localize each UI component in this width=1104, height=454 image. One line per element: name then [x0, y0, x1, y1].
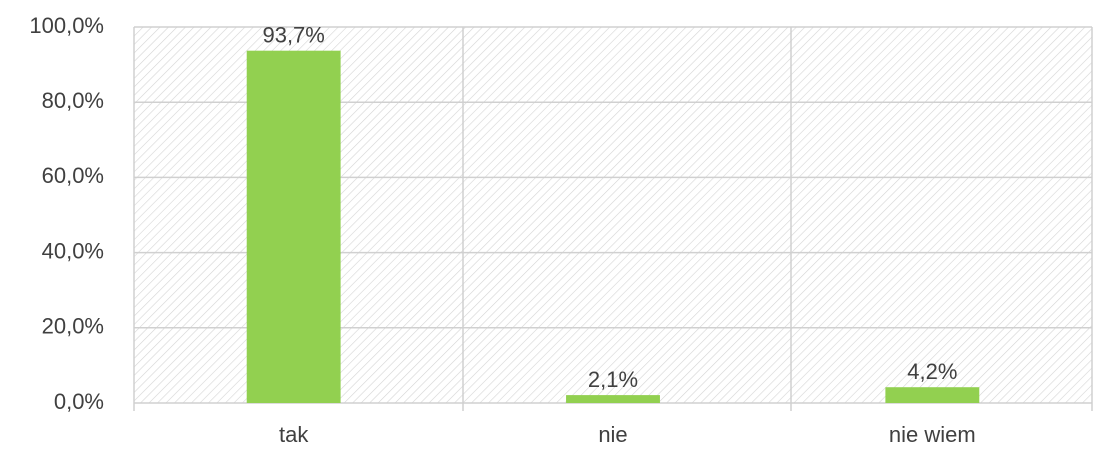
y-tick-label: 0,0% [54, 389, 104, 414]
data-label: 4,2% [907, 359, 957, 384]
y-tick-label: 20,0% [42, 314, 104, 339]
bar [566, 395, 660, 403]
x-tick-label: nie wiem [889, 422, 976, 447]
y-tick-label: 40,0% [42, 238, 104, 263]
x-tick-label: tak [279, 422, 309, 447]
bar [885, 387, 980, 403]
y-tick-label: 60,0% [42, 163, 104, 188]
y-tick-label: 100,0% [29, 13, 104, 38]
category-separators [133, 27, 1093, 411]
x-tick-label: nie [598, 422, 627, 447]
bar [246, 50, 341, 404]
y-tick-label: 80,0% [42, 88, 104, 113]
data-label: 2,1% [588, 367, 638, 392]
data-label: 93,7% [262, 23, 324, 48]
